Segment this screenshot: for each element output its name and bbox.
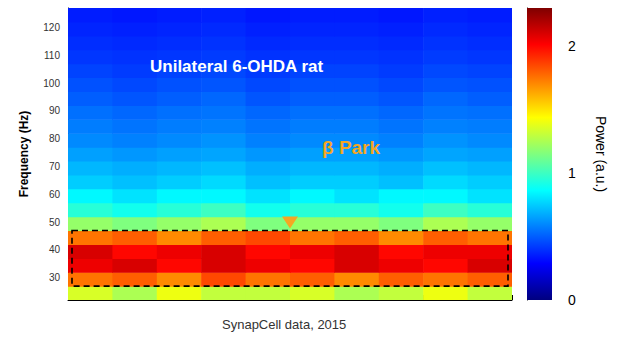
svg-text:40: 40 <box>49 244 61 255</box>
svg-text:β Park: β Park <box>322 137 381 158</box>
svg-text:Power (a.u.): Power (a.u.) <box>593 116 609 192</box>
svg-text:50: 50 <box>49 217 61 228</box>
svg-text:SynapCell data, 2015: SynapCell data, 2015 <box>222 317 346 332</box>
svg-text:Frequency (Hz): Frequency (Hz) <box>17 111 31 198</box>
svg-text:110: 110 <box>44 50 60 61</box>
svg-text:70: 70 <box>49 161 61 172</box>
svg-text:0: 0 <box>568 292 576 308</box>
svg-text:30: 30 <box>49 272 61 283</box>
svg-text:1: 1 <box>568 165 576 181</box>
svg-text:2: 2 <box>568 38 576 54</box>
svg-text:100: 100 <box>43 78 60 89</box>
svg-text:90: 90 <box>49 105 61 116</box>
svg-text:80: 80 <box>49 133 61 144</box>
svg-text:60: 60 <box>49 189 61 200</box>
svg-text:Unilateral 6-OHDA rat: Unilateral 6-OHDA rat <box>150 57 324 76</box>
svg-text:120: 120 <box>43 22 60 33</box>
